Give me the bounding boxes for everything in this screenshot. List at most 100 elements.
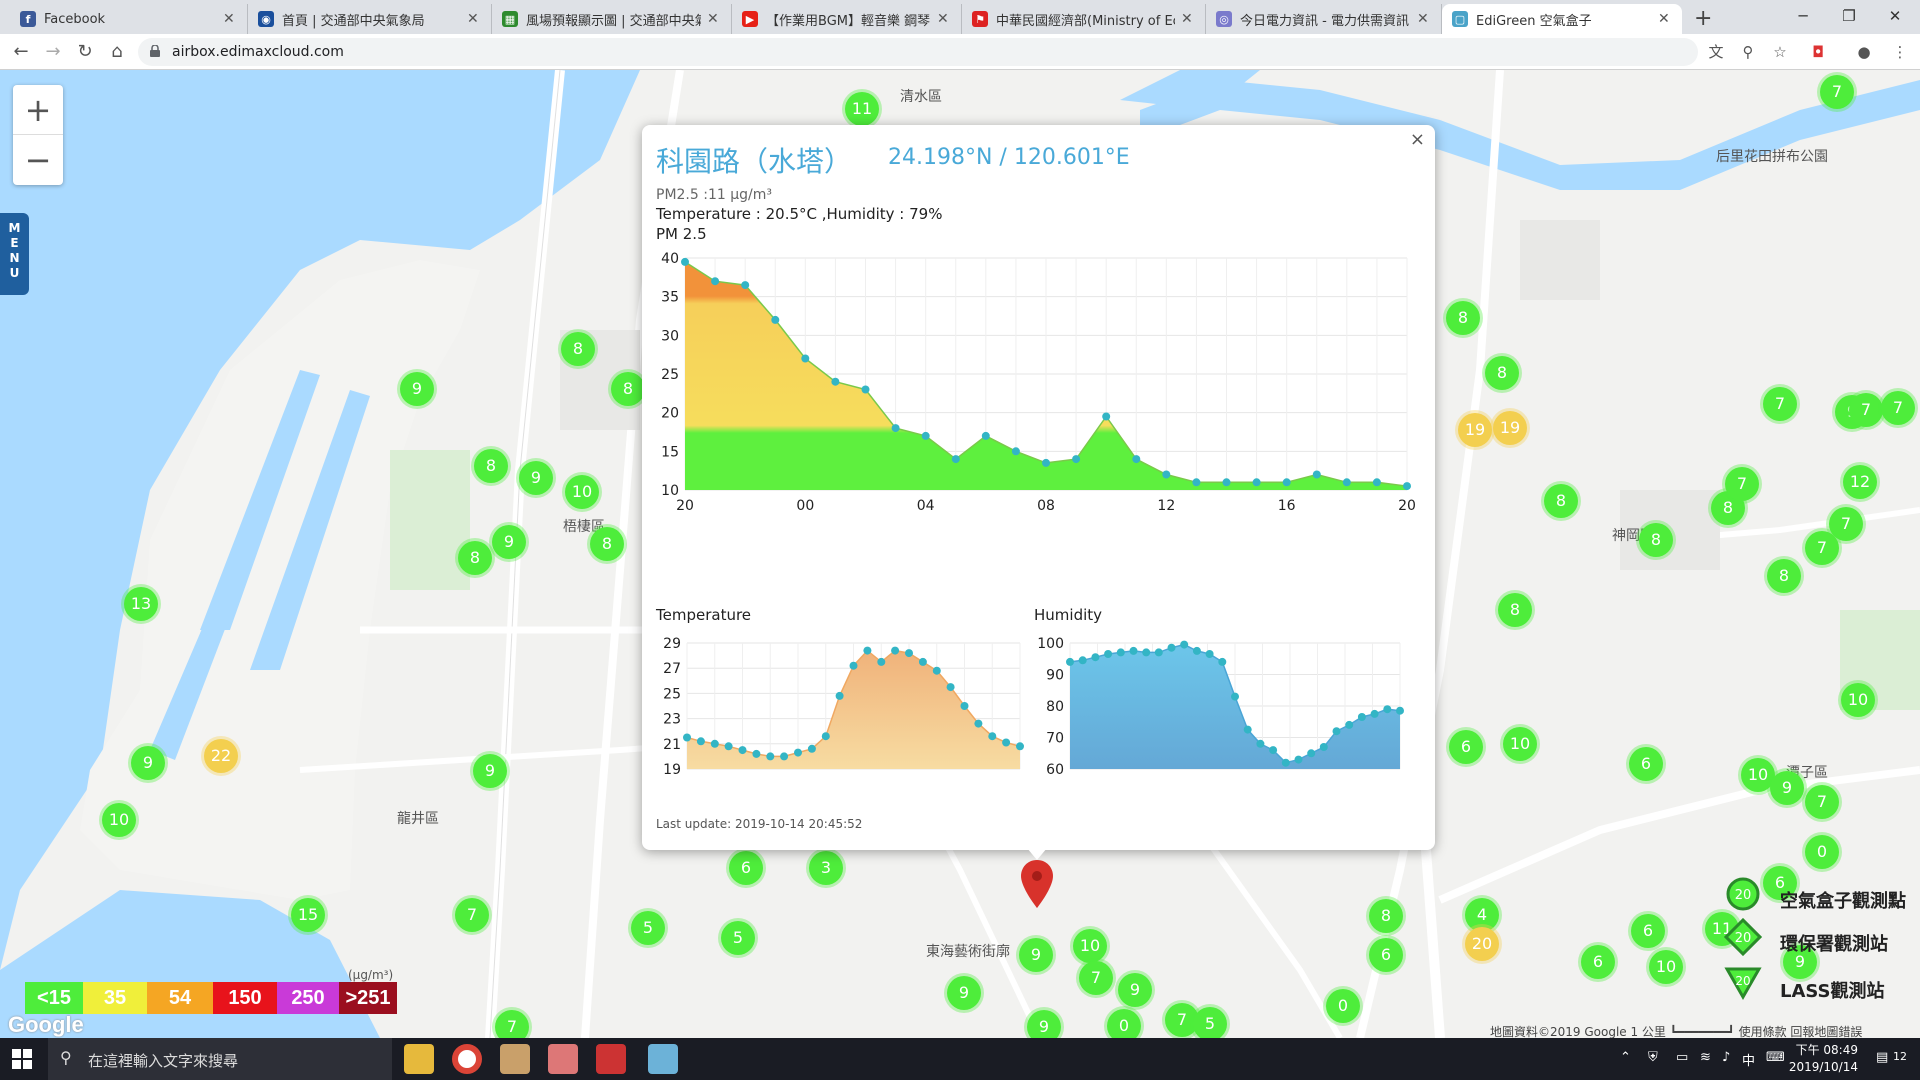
ime-indicator[interactable]: 中 — [1742, 1054, 1756, 1069]
forward-button[interactable]: → — [45, 41, 61, 62]
browser-tab[interactable]: ◉ 首頁 | 交通部中央氣象局 ✕ — [248, 4, 492, 34]
airbox-marker[interactable]: 6 — [1449, 730, 1483, 764]
airbox-marker[interactable]: 19 — [1493, 411, 1527, 445]
airbox-marker[interactable]: 8 — [1485, 356, 1519, 390]
maximize-button[interactable]: ❐ — [1842, 7, 1856, 25]
back-button[interactable]: ← — [13, 41, 29, 62]
battery-icon[interactable]: ▭ — [1676, 1050, 1689, 1065]
tab-close-icon[interactable]: ✕ — [937, 11, 949, 27]
airbox-marker[interactable]: 5 — [721, 921, 755, 955]
airbox-marker[interactable]: 9 — [1783, 945, 1817, 979]
wifi-icon[interactable]: ≋ — [1700, 1050, 1711, 1065]
tab-close-icon[interactable]: ✕ — [1181, 11, 1193, 27]
browser-tab[interactable]: ◎ 今日電力資訊 - 電力供需資訊 - 3 ✕ — [1206, 4, 1442, 34]
map-pin-icon[interactable] — [1020, 860, 1054, 908]
airbox-marker[interactable]: 7 — [1079, 961, 1113, 995]
airbox-marker[interactable]: 15 — [291, 898, 325, 932]
airbox-marker[interactable]: 10 — [1741, 758, 1775, 792]
close-window-button[interactable]: ✕ — [1888, 7, 1902, 25]
airbox-marker[interactable]: 10 — [102, 803, 136, 837]
airbox-marker[interactable]: 6 — [1763, 866, 1797, 900]
translate-icon[interactable]: 文 — [1708, 43, 1724, 61]
airbox-marker[interactable]: 9 — [1770, 771, 1804, 805]
airbox-marker[interactable]: 8 — [1767, 559, 1801, 593]
airbox-marker[interactable]: 7 — [455, 898, 489, 932]
app-icon-5[interactable] — [596, 1044, 626, 1074]
tab-close-icon[interactable]: ✕ — [707, 11, 719, 27]
bookmark-star-icon[interactable]: ☆ — [1773, 43, 1787, 61]
airbox-marker[interactable]: 5 — [1193, 1007, 1227, 1038]
airbox-marker[interactable]: 8 — [1544, 484, 1578, 518]
taskbar-search[interactable]: ⚲ 在這裡輸入文字來搜尋 — [48, 1038, 392, 1080]
volume-icon[interactable]: ♪ — [1722, 1050, 1731, 1065]
airbox-marker[interactable]: 8 — [1446, 301, 1480, 335]
airbox-marker[interactable]: 6 — [1581, 945, 1615, 979]
tab-close-icon[interactable]: ✕ — [1658, 11, 1670, 27]
airbox-marker[interactable]: 7 — [495, 1010, 529, 1038]
airbox-marker[interactable]: 9 — [131, 746, 165, 780]
app-icon-6[interactable] — [648, 1044, 678, 1074]
airbox-marker[interactable]: 9 — [1019, 938, 1053, 972]
home-icon[interactable]: ⌂ — [111, 41, 123, 62]
airbox-marker[interactable]: 9 — [492, 525, 526, 559]
airbox-marker[interactable]: 4 — [1465, 898, 1499, 932]
minimize-button[interactable]: ─ — [1798, 7, 1808, 25]
tab-close-icon[interactable]: ✕ — [223, 11, 235, 27]
airbox-marker[interactable]: 7 — [1881, 391, 1915, 425]
airbox-marker[interactable]: 8 — [590, 527, 624, 561]
airbox-marker[interactable]: 10 — [1503, 727, 1537, 761]
app-icon-4[interactable] — [548, 1044, 578, 1074]
chrome-menu-icon[interactable]: ⋮ — [1892, 43, 1908, 61]
airbox-marker[interactable]: 6 — [729, 851, 763, 885]
airbox-marker[interactable]: 9 — [519, 461, 553, 495]
airbox-marker[interactable]: 13 — [124, 587, 158, 621]
zoom-out-button[interactable]: − — [24, 141, 52, 179]
airbox-marker[interactable]: 7 — [1805, 785, 1839, 819]
airbox-marker[interactable]: 0 — [1107, 1009, 1141, 1038]
airbox-marker[interactable]: 10 — [1841, 683, 1875, 717]
extension-icon[interactable]: ◘ — [1812, 43, 1824, 61]
airbox-marker[interactable]: 7 — [1829, 507, 1863, 541]
reload-button[interactable]: ↻ — [77, 41, 93, 62]
chrome-icon[interactable] — [452, 1044, 482, 1074]
tray-shield-icon[interactable]: ⛨ — [1648, 1050, 1658, 1065]
airbox-marker[interactable]: 6 — [1631, 914, 1665, 948]
tab-close-icon[interactable]: ✕ — [1417, 11, 1429, 27]
airbox-marker[interactable]: 7 — [1725, 467, 1759, 501]
profile-icon[interactable]: ● — [1857, 43, 1871, 61]
airbox-marker[interactable]: 3 — [809, 851, 843, 885]
file-explorer-icon[interactable] — [404, 1044, 434, 1074]
airbox-marker[interactable]: 8 — [611, 372, 645, 406]
browser-tab[interactable]: ▶ 【作業用BGM】輕音樂 鋼琴 ✕ — [732, 4, 962, 34]
airbox-marker[interactable]: 9 — [1027, 1010, 1061, 1038]
airbox-marker[interactable]: 5 — [631, 911, 665, 945]
browser-tab[interactable]: f Facebook ✕ — [10, 4, 248, 34]
airbox-marker[interactable]: 7 — [1820, 75, 1854, 109]
zoom-in-button[interactable]: + — [13, 85, 63, 135]
notification-icon[interactable]: ▤ — [1876, 1050, 1889, 1065]
windows-start-icon[interactable] — [12, 1049, 32, 1069]
airbox-marker[interactable]: 8 — [1498, 593, 1532, 627]
airbox-marker[interactable]: 9 — [473, 754, 507, 788]
airbox-marker[interactable]: 9 — [947, 976, 981, 1010]
airbox-marker[interactable]: 8 — [474, 449, 508, 483]
airbox-marker[interactable]: 8 — [1639, 523, 1673, 557]
browser-tab[interactable]: ⚑ 中華民國經濟部(Ministry of Eco ✕ — [962, 4, 1206, 34]
keyboard-icon[interactable]: ⌨ — [1766, 1050, 1785, 1065]
airbox-marker[interactable]: 10 — [565, 475, 599, 509]
tab-close-icon[interactable]: ✕ — [467, 11, 479, 27]
clock[interactable]: 下午 08:49 2019/10/14 — [1778, 1042, 1858, 1076]
address-bar[interactable]: airbox.edimaxcloud.com — [138, 38, 1698, 66]
airbox-marker[interactable]: 6 — [1369, 938, 1403, 972]
app-icon-3[interactable] — [500, 1044, 530, 1074]
airbox-marker[interactable]: 8 — [561, 332, 595, 366]
airbox-marker[interactable]: 12 — [1843, 465, 1877, 499]
airbox-marker[interactable]: 7 — [1849, 393, 1883, 427]
airbox-marker[interactable]: 9 — [1118, 973, 1152, 1007]
tray-up-icon[interactable]: ⌃ — [1620, 1050, 1631, 1065]
airbox-marker[interactable]: 22 — [204, 739, 238, 773]
airbox-marker[interactable]: 20 — [1465, 927, 1499, 961]
airbox-marker[interactable]: 10 — [1073, 929, 1107, 963]
airbox-marker[interactable]: 10 — [1649, 950, 1683, 984]
